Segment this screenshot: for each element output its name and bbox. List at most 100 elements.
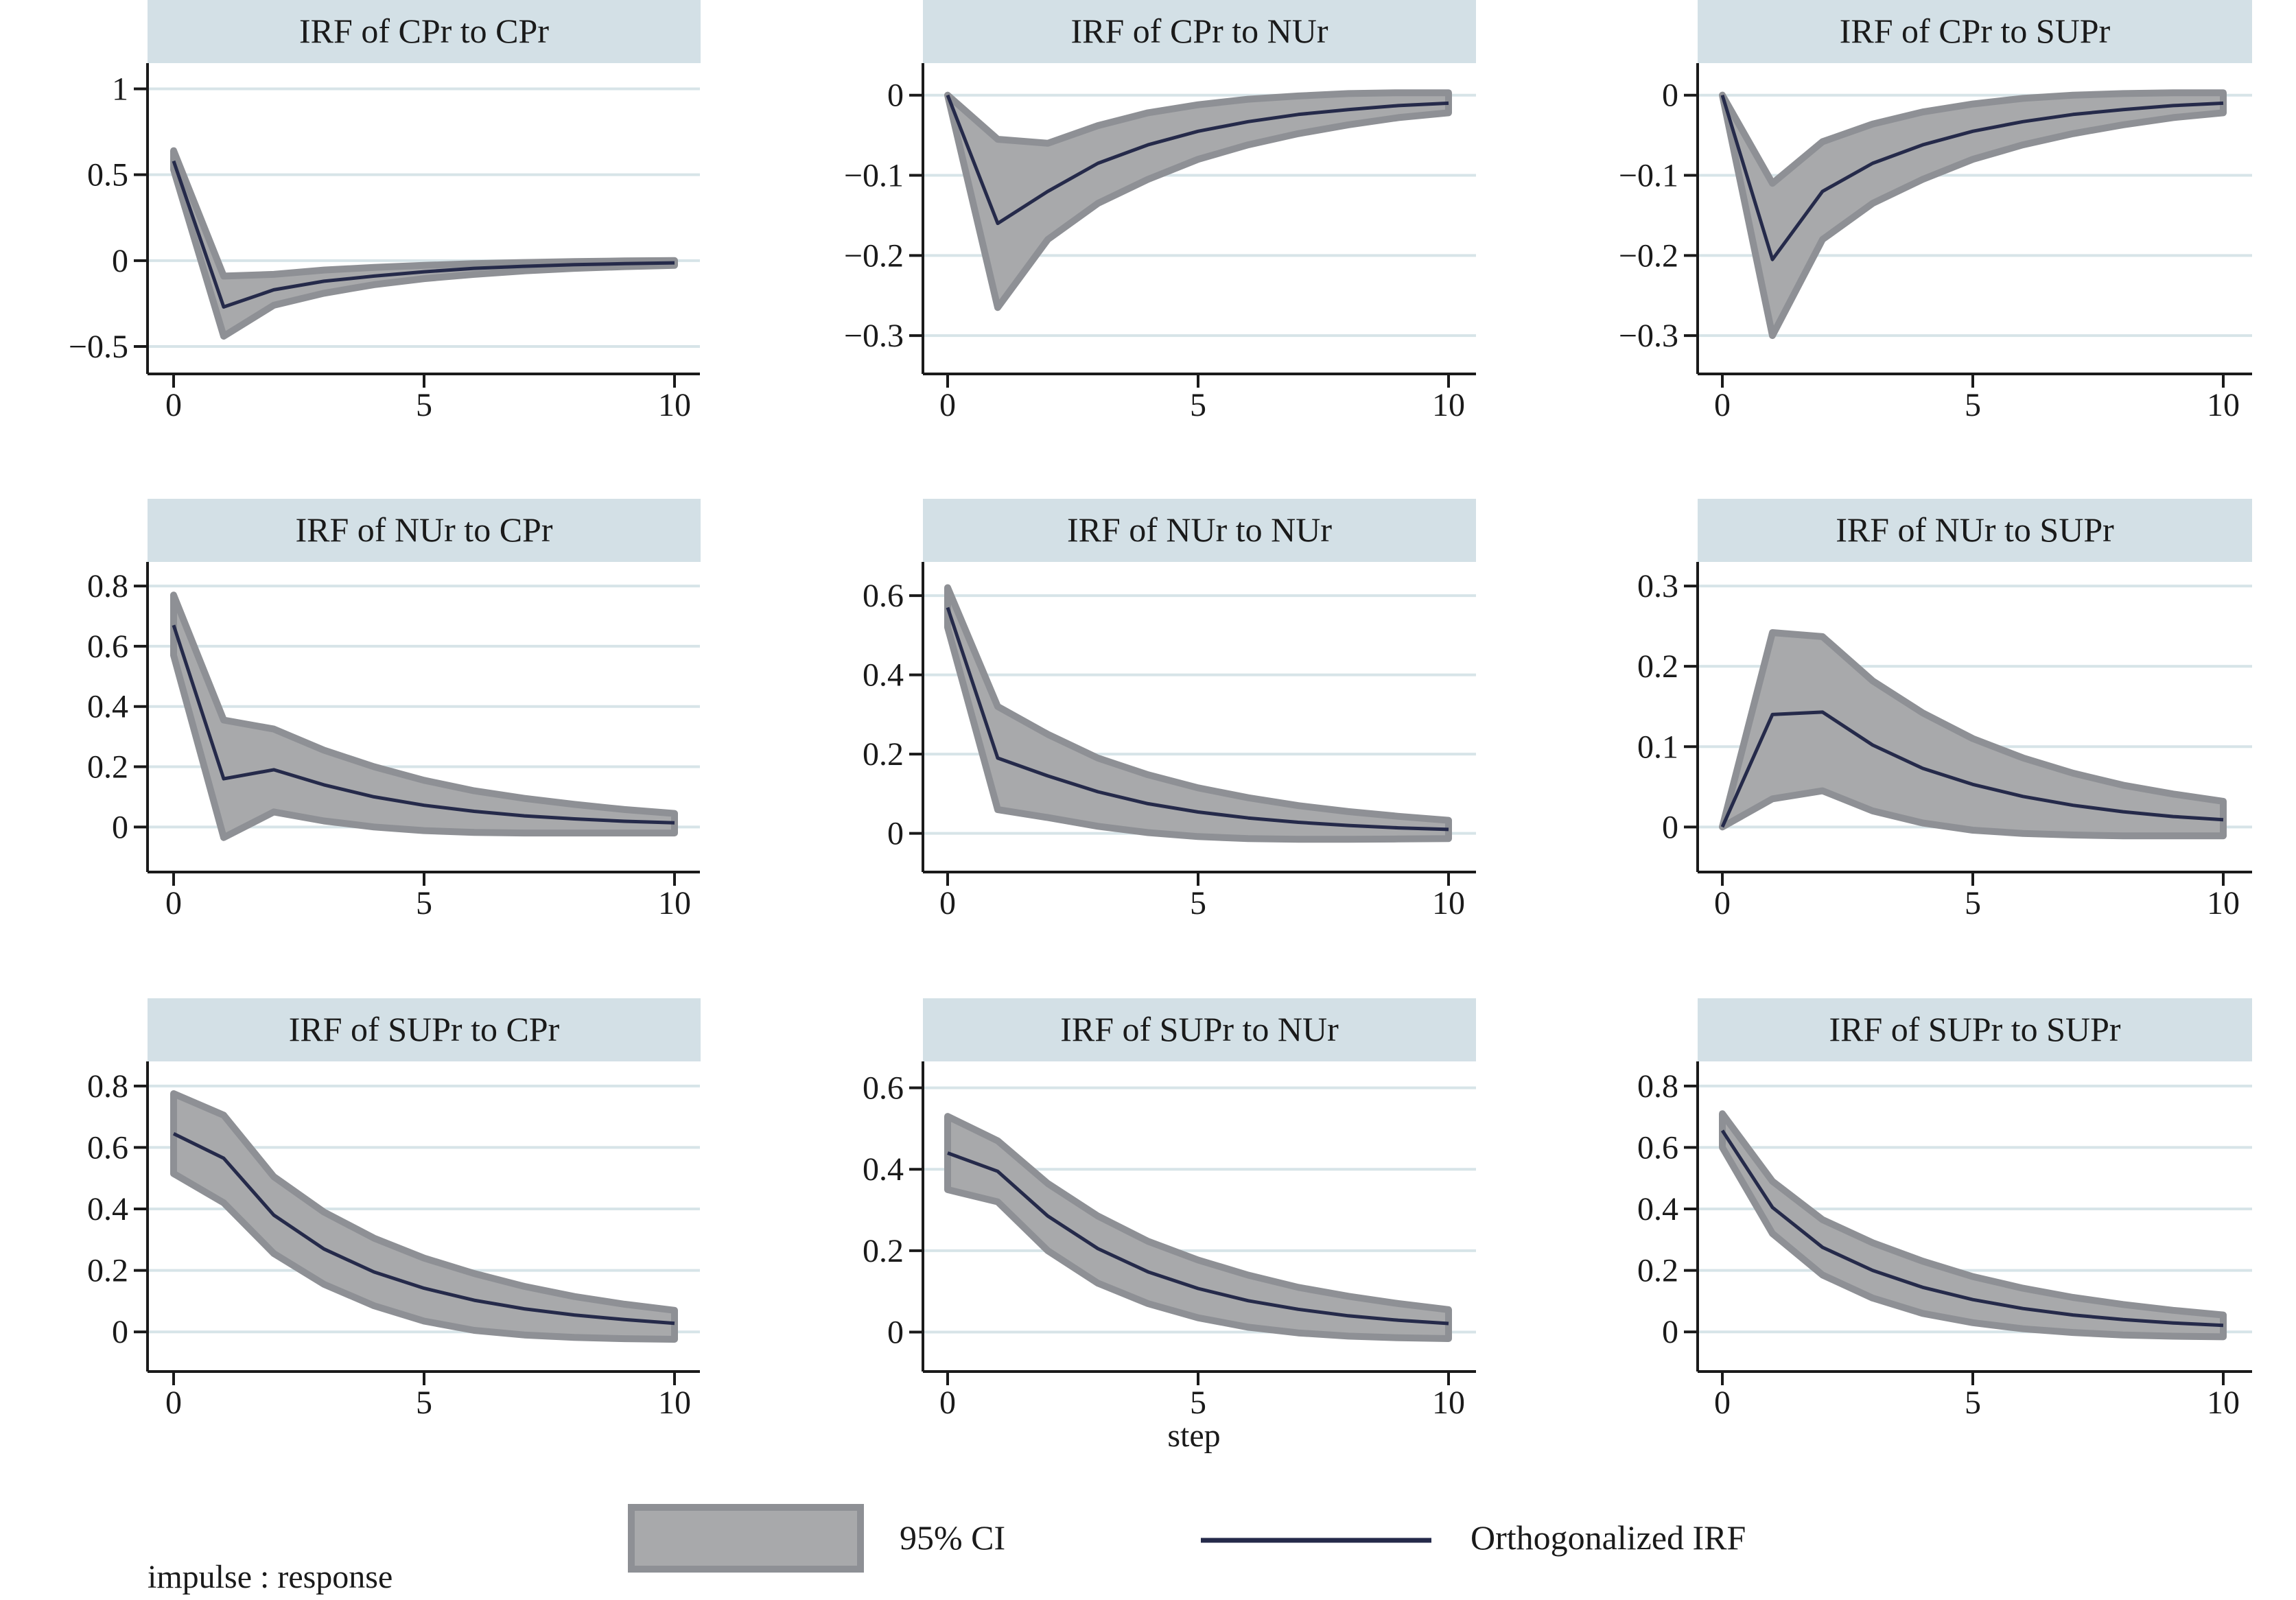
ci-band bbox=[944, 89, 1452, 311]
irf-panel: IRF of SUPr to CPr 0 0.2 0.4 0.6 0.8 0 5 10 bbox=[87, 998, 701, 1421]
ci-band bbox=[944, 1113, 1452, 1342]
panel-title: IRF of CPr to CPr bbox=[299, 12, 549, 50]
irf-line bbox=[172, 160, 675, 309]
irf-line bbox=[1720, 710, 2224, 828]
panel-header bbox=[1698, 998, 2252, 1061]
panel-title: IRF of CPr to NUr bbox=[1070, 12, 1328, 50]
y-tick-label: 0.8 bbox=[1637, 1068, 1678, 1105]
panel-title: IRF of NUr to NUr bbox=[1067, 510, 1332, 549]
x-tick-label: 5 bbox=[1190, 1385, 1206, 1421]
y-tick-label: 0 bbox=[112, 809, 128, 845]
x-tick-label: 0 bbox=[1714, 387, 1731, 423]
y-tick-label: 0 bbox=[887, 78, 904, 114]
y-tick-label: 0 bbox=[1662, 809, 1678, 845]
x-tick-label: 5 bbox=[416, 1385, 432, 1421]
x-tick-label: 10 bbox=[1432, 885, 1465, 921]
y-tick-label: 0.2 bbox=[1637, 1253, 1678, 1289]
y-tick-label: 0.6 bbox=[1637, 1129, 1678, 1166]
y-tick-label: 0.2 bbox=[863, 1233, 904, 1269]
irf-panel: IRF of SUPr to NUr 0 0.2 0.4 0.6 0 5 10 bbox=[863, 998, 1476, 1421]
x-axis-title: step bbox=[1167, 1417, 1220, 1454]
y-tick-label: 0.4 bbox=[863, 1151, 904, 1188]
panel-title: IRF of NUr to CPr bbox=[295, 510, 552, 549]
irf-panel: IRF of SUPr to SUPr 0 0.2 0.4 0.6 0.8 0 5 10 bbox=[1637, 998, 2252, 1421]
y-tick-label: −0.1 bbox=[844, 158, 904, 194]
ci-band bbox=[944, 584, 1452, 843]
x-tick-label: 5 bbox=[1965, 387, 1981, 423]
y-tick-label: 0.1 bbox=[1637, 729, 1678, 765]
irf-panel: IRF of CPr to SUPr −0.3 −0.2 −0.1 0 0 5 10 bbox=[1619, 0, 2252, 423]
ci-band bbox=[1719, 89, 2227, 340]
y-tick-label: 0.5 bbox=[87, 157, 128, 193]
irf-panel: IRF of NUr to CPr 0 0.2 0.4 0.6 0.8 0 5 10 bbox=[87, 499, 701, 921]
x-tick-label: 10 bbox=[2207, 1385, 2240, 1421]
panel-title: IRF of CPr to SUPr bbox=[1840, 12, 2111, 50]
x-tick-label: 5 bbox=[1190, 885, 1206, 921]
legend-ci-label: 95% CI bbox=[900, 1518, 1005, 1557]
legend: 95% CI Orthogonalized IRF bbox=[628, 1504, 1746, 1573]
ci-band bbox=[1719, 1110, 2227, 1341]
y-tick-label: 0.2 bbox=[87, 1253, 128, 1289]
irf-line bbox=[172, 624, 675, 825]
y-tick-label: 0.2 bbox=[87, 749, 128, 786]
x-tick-label: 10 bbox=[658, 387, 691, 423]
panel-header bbox=[923, 0, 1476, 63]
panel-title: IRF of NUr to SUPr bbox=[1836, 510, 2114, 549]
y-tick-label: −0.3 bbox=[844, 318, 904, 354]
y-tick-label: 0.4 bbox=[87, 689, 128, 725]
y-tick-label: 0.4 bbox=[863, 657, 904, 694]
y-tick-label: −0.2 bbox=[844, 237, 904, 274]
panel-header bbox=[1698, 0, 2252, 63]
ci-band bbox=[170, 147, 678, 340]
x-tick-label: 10 bbox=[2207, 885, 2240, 921]
y-tick-label: 0.8 bbox=[87, 568, 128, 604]
y-tick-label: 0.2 bbox=[863, 736, 904, 773]
panel-title: IRF of SUPr to CPr bbox=[289, 1010, 560, 1048]
irf-panel: IRF of CPr to CPr−0.500.510 5 10 bbox=[69, 0, 701, 423]
y-tick-label: 0.6 bbox=[863, 1070, 904, 1107]
y-tick-label: 0.6 bbox=[87, 628, 128, 665]
y-tick-label: −0.3 bbox=[1619, 318, 1678, 354]
panel-header bbox=[1698, 499, 2252, 562]
y-tick-label: 0.2 bbox=[1637, 648, 1678, 685]
irf-line bbox=[1720, 1129, 2224, 1328]
ci-band bbox=[170, 591, 678, 841]
impulse-response-note: impulse : response bbox=[148, 1559, 393, 1595]
y-tick-label: 0 bbox=[887, 816, 904, 852]
y-tick-label: 0 bbox=[887, 1315, 904, 1351]
x-tick-label: 5 bbox=[416, 885, 432, 921]
y-tick-label: 0 bbox=[1662, 78, 1678, 114]
x-tick-label: 0 bbox=[1714, 885, 1731, 921]
panel-header bbox=[923, 499, 1476, 562]
y-tick-label: 0 bbox=[112, 1314, 128, 1350]
panel-header bbox=[148, 998, 701, 1061]
y-tick-label: 0.4 bbox=[1637, 1191, 1678, 1227]
x-tick-label: 10 bbox=[658, 885, 691, 921]
x-tick-label: 0 bbox=[939, 885, 956, 921]
panel-header bbox=[148, 499, 701, 562]
y-tick-label: 0 bbox=[112, 243, 128, 279]
x-tick-label: 0 bbox=[165, 387, 182, 423]
x-tick-label: 0 bbox=[165, 885, 182, 921]
ci-band bbox=[1719, 629, 2227, 840]
x-tick-label: 0 bbox=[1714, 1385, 1731, 1421]
x-tick-label: 10 bbox=[2207, 387, 2240, 423]
irf-line bbox=[946, 607, 1449, 832]
irf-panel: IRF of CPr to NUr −0.3 −0.2 −0.1 0 0 5 10 bbox=[844, 0, 1476, 423]
x-tick-label: 5 bbox=[1965, 885, 1981, 921]
y-tick-label: 0.4 bbox=[87, 1191, 128, 1227]
y-tick-label: 1 bbox=[112, 71, 128, 108]
irf-line bbox=[1720, 94, 2224, 261]
irf-panel: IRF of NUr to NUr 0 0.2 0.4 0.6 0 5 10 bbox=[863, 499, 1476, 921]
x-tick-label: 0 bbox=[165, 1385, 182, 1421]
x-tick-label: 5 bbox=[1190, 387, 1206, 423]
irf-panel: IRF of NUr to SUPr 0 0.1 0.2 0.3 0 5 10 bbox=[1637, 499, 2252, 921]
x-tick-label: 10 bbox=[658, 1385, 691, 1421]
legend-ci-swatch bbox=[628, 1504, 864, 1573]
panel-header bbox=[923, 998, 1476, 1061]
ci-band bbox=[170, 1090, 678, 1343]
x-tick-label: 5 bbox=[416, 387, 432, 423]
panel-title: IRF of SUPr to NUr bbox=[1060, 1010, 1339, 1048]
